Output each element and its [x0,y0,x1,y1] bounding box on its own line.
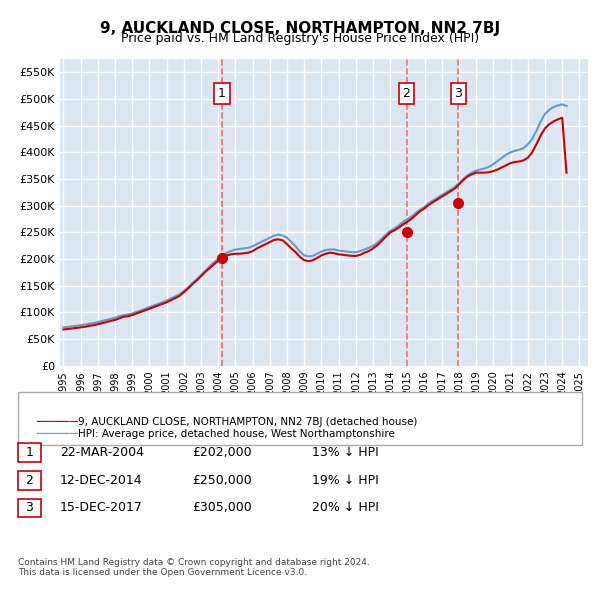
Text: £250,000: £250,000 [192,474,252,487]
Text: ─────: ───── [36,415,78,429]
Text: Price paid vs. HM Land Registry's House Price Index (HPI): Price paid vs. HM Land Registry's House … [121,32,479,45]
Text: 22-MAR-2004: 22-MAR-2004 [60,446,144,459]
Text: 1: 1 [25,446,34,459]
Text: 13% ↓ HPI: 13% ↓ HPI [312,446,379,459]
Text: 3: 3 [25,502,34,514]
Text: Contains HM Land Registry data © Crown copyright and database right 2024.
This d: Contains HM Land Registry data © Crown c… [18,558,370,577]
Text: 3: 3 [454,87,462,100]
Text: 15-DEC-2017: 15-DEC-2017 [60,502,143,514]
Text: £202,000: £202,000 [192,446,251,459]
Text: HPI: Average price, detached house, West Northamptonshire: HPI: Average price, detached house, West… [78,429,395,438]
Text: 20% ↓ HPI: 20% ↓ HPI [312,502,379,514]
Text: 12-DEC-2014: 12-DEC-2014 [60,474,143,487]
Text: 19% ↓ HPI: 19% ↓ HPI [312,474,379,487]
Text: 2: 2 [403,87,410,100]
Text: £305,000: £305,000 [192,502,252,514]
Text: 2: 2 [25,474,34,487]
Text: 1: 1 [218,87,226,100]
Text: 9, AUCKLAND CLOSE, NORTHAMPTON, NN2 7BJ: 9, AUCKLAND CLOSE, NORTHAMPTON, NN2 7BJ [100,21,500,35]
Text: ─────: ───── [36,427,78,441]
Text: 9, AUCKLAND CLOSE, NORTHAMPTON, NN2 7BJ (detached house): 9, AUCKLAND CLOSE, NORTHAMPTON, NN2 7BJ … [78,417,418,427]
